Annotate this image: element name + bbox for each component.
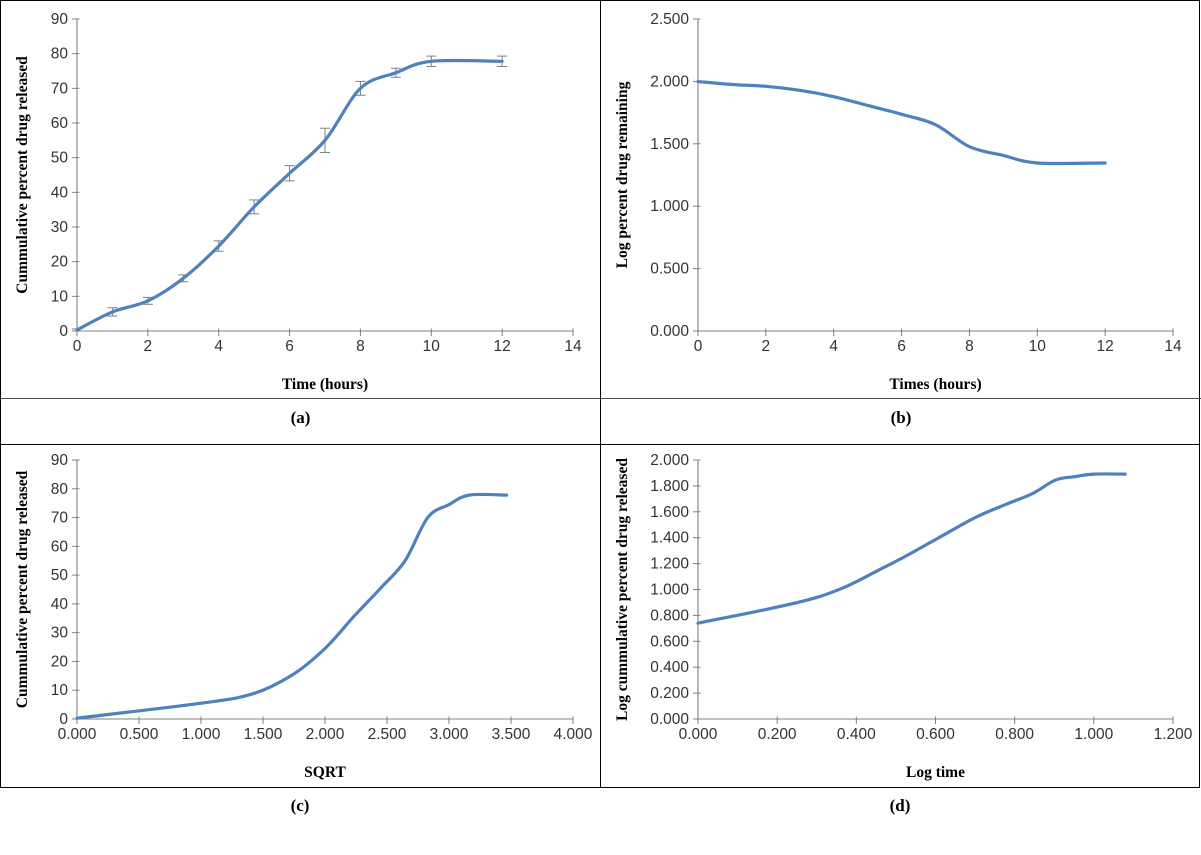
svg-text:3.500: 3.500 <box>492 726 531 743</box>
svg-text:10: 10 <box>51 682 69 699</box>
svg-text:1.000: 1.000 <box>650 198 689 215</box>
svg-text:90: 90 <box>51 11 69 28</box>
svg-text:0.200: 0.200 <box>650 685 689 702</box>
svg-text:2.500: 2.500 <box>650 11 689 28</box>
svg-text:20: 20 <box>51 254 69 271</box>
svg-text:90: 90 <box>51 452 69 469</box>
svg-text:0: 0 <box>694 338 703 355</box>
svg-text:50: 50 <box>51 567 69 584</box>
svg-text:20: 20 <box>51 653 69 670</box>
svg-text:8: 8 <box>356 338 365 355</box>
svg-text:0.000: 0.000 <box>679 726 718 743</box>
svg-text:0.800: 0.800 <box>650 607 689 624</box>
svg-text:0.400: 0.400 <box>650 659 689 676</box>
svg-text:1.500: 1.500 <box>650 136 689 153</box>
svg-text:8: 8 <box>965 338 974 355</box>
svg-text:0.600: 0.600 <box>650 633 689 650</box>
svg-text:6: 6 <box>897 338 906 355</box>
svg-text:50: 50 <box>51 150 69 167</box>
svg-text:3.000: 3.000 <box>430 726 469 743</box>
svg-text:40: 40 <box>51 596 69 613</box>
svg-text:0: 0 <box>59 711 68 728</box>
svg-text:1.000: 1.000 <box>1074 726 1113 743</box>
svg-text:1.600: 1.600 <box>650 504 689 521</box>
svg-text:4: 4 <box>829 338 838 355</box>
svg-text:10: 10 <box>1029 338 1047 355</box>
svg-text:70: 70 <box>51 80 69 97</box>
svg-text:60: 60 <box>51 538 69 555</box>
svg-text:2: 2 <box>144 338 153 355</box>
svg-text:40: 40 <box>51 184 69 201</box>
svg-text:0.500: 0.500 <box>650 261 689 278</box>
svg-text:0: 0 <box>73 338 82 355</box>
svg-text:2.000: 2.000 <box>306 726 345 743</box>
svg-text:0.200: 0.200 <box>758 726 797 743</box>
svg-text:12: 12 <box>1097 338 1114 355</box>
svg-text:0.500: 0.500 <box>120 726 159 743</box>
svg-text:2: 2 <box>762 338 771 355</box>
svg-text:4: 4 <box>214 338 223 355</box>
svg-text:Time (hours): Time (hours) <box>282 376 368 393</box>
svg-text:0.600: 0.600 <box>916 726 955 743</box>
svg-text:70: 70 <box>51 510 69 527</box>
svg-text:Log percent drug remaining: Log percent drug remaining <box>614 81 631 268</box>
svg-text:Log cummulative percent drug r: Log cummulative percent drug released <box>614 458 631 721</box>
svg-text:0: 0 <box>59 323 68 340</box>
svg-text:0.000: 0.000 <box>650 323 689 340</box>
svg-text:1.200: 1.200 <box>1154 726 1193 743</box>
svg-text:2.000: 2.000 <box>650 73 689 90</box>
svg-text:Cummulative percent drug relea: Cummulative percent drug released <box>14 56 31 294</box>
svg-text:14: 14 <box>564 338 582 355</box>
svg-text:12: 12 <box>494 338 511 355</box>
svg-text:10: 10 <box>423 338 441 355</box>
svg-text:60: 60 <box>51 115 69 132</box>
svg-text:1.000: 1.000 <box>650 582 689 599</box>
svg-text:1.800: 1.800 <box>650 478 689 495</box>
svg-text:1.200: 1.200 <box>650 556 689 573</box>
svg-text:30: 30 <box>51 219 69 236</box>
svg-text:SQRT: SQRT <box>304 764 346 781</box>
svg-text:1.000: 1.000 <box>182 726 221 743</box>
svg-text:Log time: Log time <box>906 764 965 781</box>
svg-text:80: 80 <box>51 481 69 498</box>
svg-text:0.000: 0.000 <box>650 711 689 728</box>
svg-text:14: 14 <box>1164 338 1182 355</box>
svg-text:1.400: 1.400 <box>650 530 689 547</box>
svg-text:30: 30 <box>51 625 69 642</box>
svg-text:0.000: 0.000 <box>58 726 97 743</box>
svg-text:2.500: 2.500 <box>368 726 407 743</box>
svg-text:4.000: 4.000 <box>554 726 593 743</box>
svg-text:0.800: 0.800 <box>995 726 1034 743</box>
svg-text:6: 6 <box>285 338 294 355</box>
svg-text:1.500: 1.500 <box>244 726 283 743</box>
svg-text:2.000: 2.000 <box>650 452 689 469</box>
svg-text:10: 10 <box>51 288 69 305</box>
svg-text:0.400: 0.400 <box>837 726 876 743</box>
svg-text:80: 80 <box>51 46 69 63</box>
svg-text:Cummulative percent drug relea: Cummulative percent drug released <box>14 470 31 708</box>
svg-text:Times (hours): Times (hours) <box>889 376 981 393</box>
